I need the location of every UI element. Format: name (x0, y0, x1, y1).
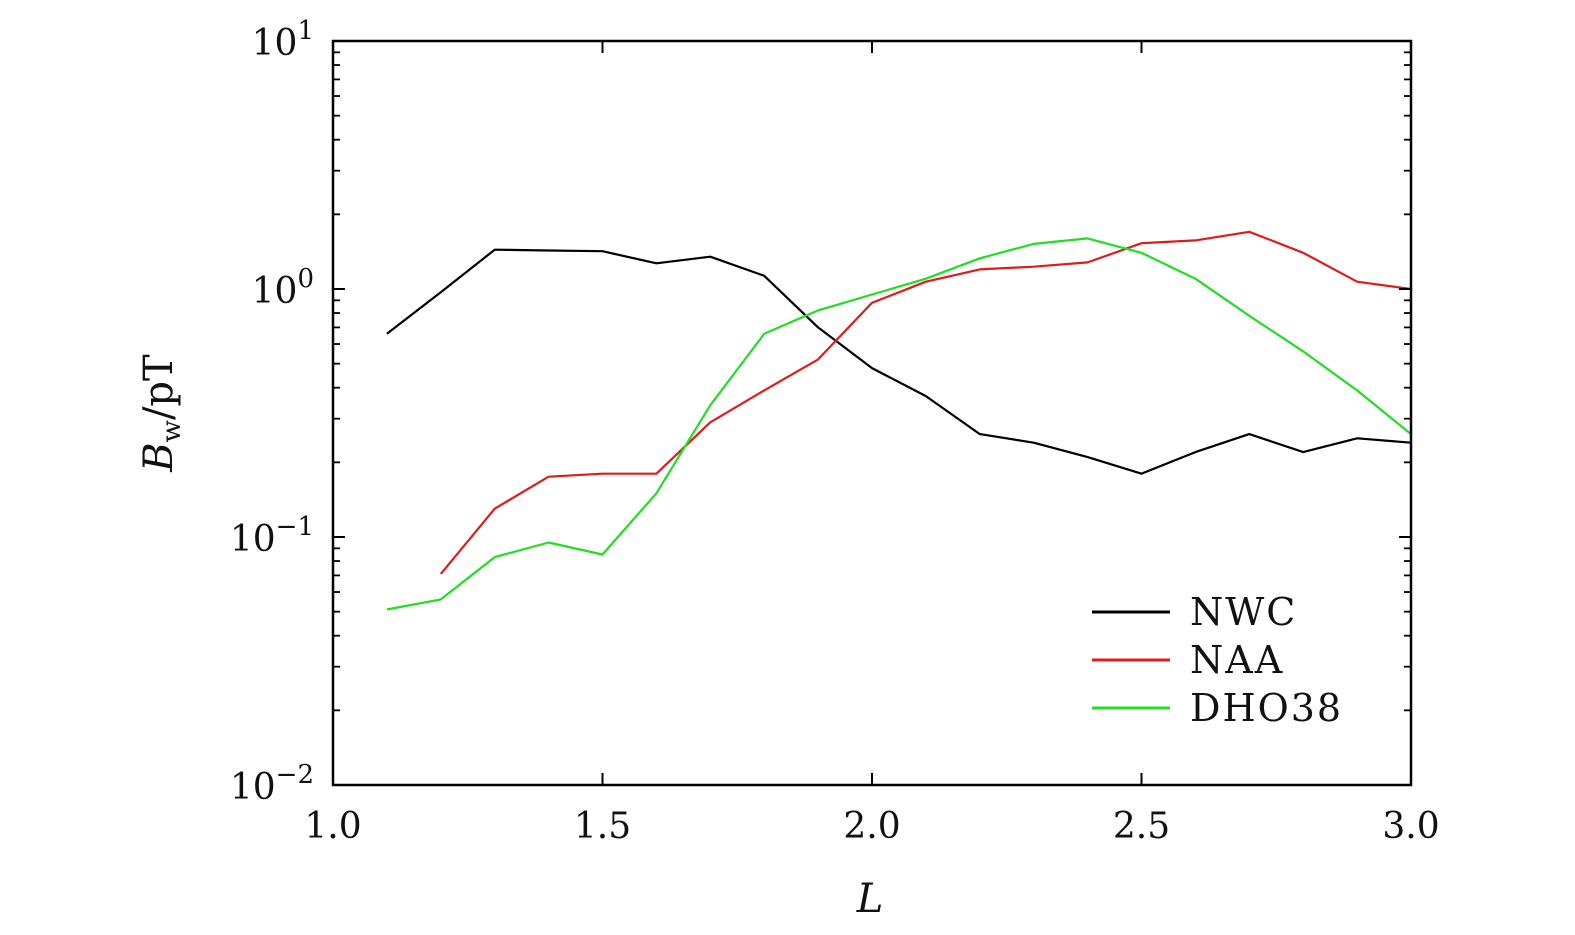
y-tick-label: 10−1 (230, 512, 314, 560)
y-axis-title: Bw/pT (136, 354, 187, 473)
y-tick-labels: 101 100 10−1 10−2 (230, 16, 314, 808)
x-tick-label: 1.5 (574, 806, 631, 847)
series-line-nwc (386, 248, 1412, 475)
x-tick-label: 1.0 (304, 806, 361, 847)
y-tick-label: 100 (252, 264, 314, 312)
y-axis-title-unit: /pT (136, 354, 182, 420)
y-axis-title-sub: w (157, 420, 187, 442)
series-layer (386, 230, 1412, 611)
x-tick-label: 2.0 (843, 806, 900, 847)
y-tick-label: 10−2 (230, 760, 314, 808)
legend-label-nwc: NWC (1190, 590, 1297, 634)
x-tick-labels: 1.0 1.5 2.0 2.5 3.0 (304, 806, 1439, 847)
legend-label-dho38: DHO38 (1190, 686, 1343, 730)
y-tick-label: 101 (252, 16, 314, 64)
x-tick-label: 3.0 (1382, 806, 1439, 847)
series-line-dho38 (386, 237, 1412, 611)
x-tick-label: 2.5 (1113, 806, 1170, 847)
ticks-layer (332, 41, 1412, 786)
legend-label-naa: NAA (1190, 638, 1284, 682)
series-line-naa (439, 230, 1412, 575)
x-axis-title: L (856, 876, 884, 922)
y-axis-title-main: B (136, 442, 182, 472)
